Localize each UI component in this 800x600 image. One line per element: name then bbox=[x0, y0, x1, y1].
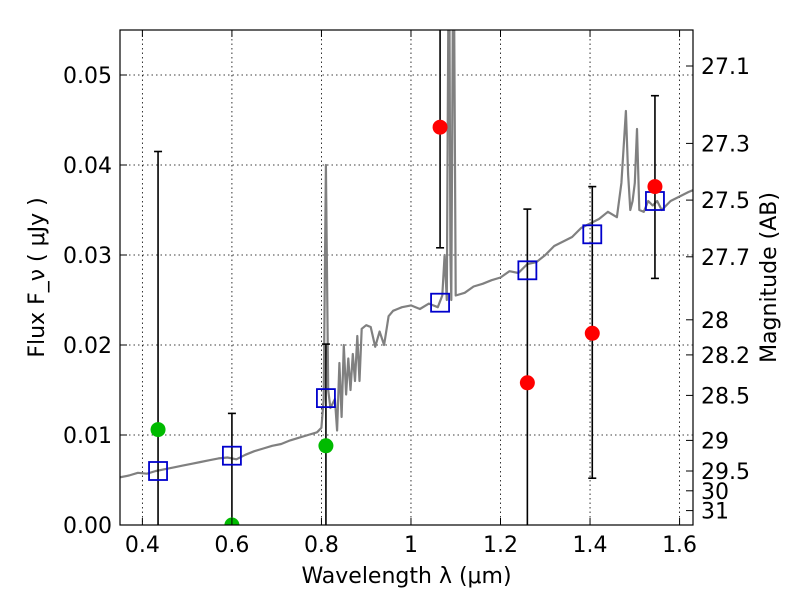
observed-flux-point bbox=[519, 375, 535, 391]
model-flux-marker bbox=[316, 388, 336, 409]
right-tick-label: 29 bbox=[701, 429, 729, 454]
axes: 0.4 0.6 0.8 1 1.2 1.4 1.6 0.00 0.01 0.02 0.03 0.04 0… bbox=[63, 30, 750, 558]
x-tick-label: 1.6 bbox=[662, 533, 697, 558]
right-tick-label: 27.7 bbox=[701, 246, 750, 271]
x-tick-label: 0.4 bbox=[125, 533, 160, 558]
right-tick-label: 30 bbox=[701, 480, 729, 505]
right-tick-label: 28.2 bbox=[701, 344, 750, 369]
y-tick-label: 0.03 bbox=[63, 244, 112, 269]
right-tick-label: 28.5 bbox=[701, 384, 750, 409]
x-tick-label: 1.4 bbox=[573, 533, 608, 558]
model-flux-marker bbox=[148, 461, 168, 481]
model-flux-marker bbox=[430, 292, 450, 313]
right-tick-label: 29.5 bbox=[701, 460, 750, 485]
x-tick-label: 1 bbox=[404, 533, 418, 558]
right-tick-label: 27.3 bbox=[701, 132, 750, 157]
model-spectrum-line bbox=[120, 30, 693, 479]
right-axis-label: Magnitude (AB) bbox=[757, 192, 782, 363]
model-flux-marker bbox=[222, 445, 242, 466]
x-tick-label: 0.8 bbox=[304, 533, 339, 558]
right-tick-label: 27.5 bbox=[701, 189, 750, 214]
x-tick-label: 0.6 bbox=[214, 533, 249, 558]
plot-frame bbox=[119, 29, 694, 526]
y-tick-label: 0.02 bbox=[63, 334, 112, 359]
observed-flux-point bbox=[647, 179, 663, 195]
y-tick-label: 0.05 bbox=[63, 64, 112, 89]
y-axis-label: Flux F_ν ( μJy ) bbox=[25, 197, 50, 357]
grid bbox=[120, 30, 693, 526]
y-tick-label: 0.01 bbox=[63, 424, 112, 449]
observed-flux-point bbox=[150, 422, 166, 438]
y-tick-label: 0.04 bbox=[63, 154, 112, 179]
right-tick-label: 28 bbox=[701, 309, 729, 334]
observed-flux-point bbox=[432, 119, 448, 135]
x-tick-label: 1.2 bbox=[483, 533, 518, 558]
model-flux-marker bbox=[582, 224, 603, 245]
observed-flux-point bbox=[318, 438, 334, 454]
y-tick-label: 0.00 bbox=[63, 514, 112, 539]
model-flux-marker bbox=[517, 260, 538, 281]
observed-flux-point bbox=[584, 325, 600, 341]
right-tick-label: 31 bbox=[701, 500, 729, 525]
right-tick-label: 27.1 bbox=[701, 55, 750, 80]
plot-area bbox=[120, 30, 693, 525]
x-axis-label: Wavelength λ (μm) bbox=[301, 564, 511, 589]
